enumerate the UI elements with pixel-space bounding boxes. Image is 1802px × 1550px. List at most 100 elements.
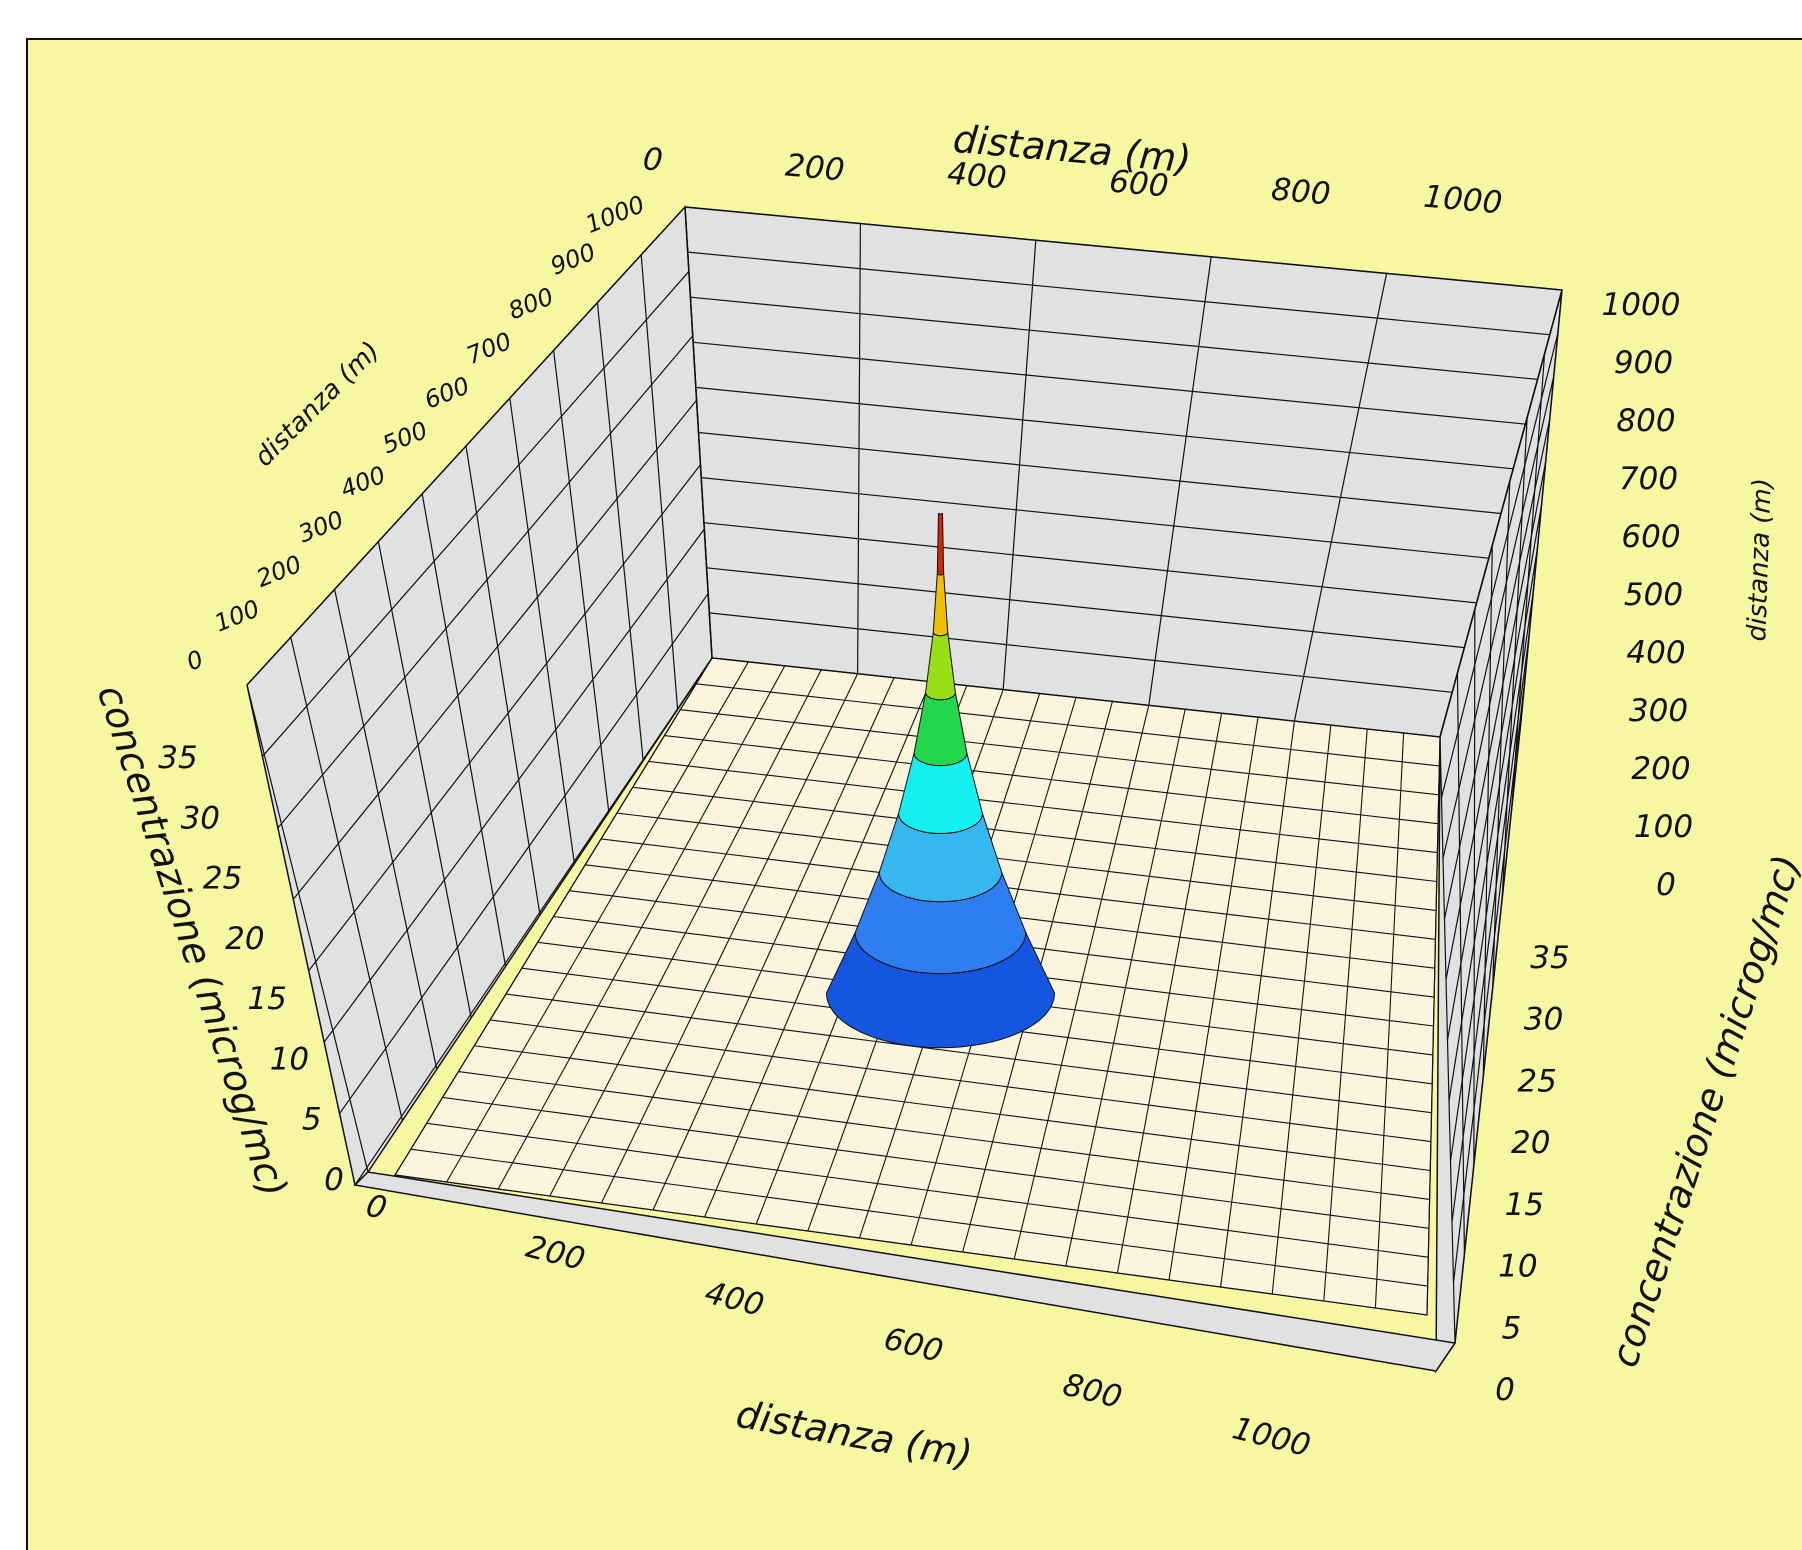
z-tick-label-left: 25 [203, 861, 242, 897]
peak-band [936, 512, 945, 576]
floor-gridline [696, 683, 1440, 767]
floor-gridline [1013, 705, 1150, 1260]
y-tick-label-left: 500 [379, 416, 432, 459]
y-tick-label-right: 0 [1656, 867, 1676, 903]
y-tick-label-left: 300 [295, 505, 348, 548]
floor-gridline [648, 760, 1438, 854]
y-tick-label-right: 200 [1631, 751, 1690, 787]
back-wall-gridline [695, 386, 1514, 470]
right-wall-gridline [1446, 505, 1543, 1041]
right-wall-gridline [1454, 720, 1522, 1344]
floor-gridline [600, 838, 1436, 940]
right-wall-gridline [1456, 673, 1466, 1255]
z-tick-label-left: 30 [181, 800, 220, 836]
z-axis-title-right: concentrazione (microg/mc) [1602, 850, 1802, 1373]
back-wall-gridline [701, 477, 1489, 559]
right-wall-gridline [1439, 289, 1563, 738]
z-tick-label-right: 30 [1524, 1002, 1563, 1038]
y-tick-label-left: 800 [505, 282, 558, 325]
right-wall-gridline [1451, 634, 1530, 1222]
z-tick-label-right: 0 [1495, 1372, 1515, 1408]
right-wall-gridline [1510, 353, 1546, 810]
floor-gridline [1426, 736, 1441, 1316]
floor-gridline [664, 735, 1439, 825]
y-tick-label-right: 1000 [1602, 287, 1681, 323]
concentration-peak [825, 512, 1055, 1049]
right-wall-gridline [1443, 419, 1551, 919]
y-tick-label-left: 200 [253, 550, 306, 593]
x-tick-label-top: 200 [784, 148, 846, 189]
back-wall-gridline [693, 341, 1526, 425]
left-wall-gridline [323, 528, 705, 1043]
right-wall-gridline [1473, 609, 1476, 1166]
z-tick-label-left: 15 [247, 981, 286, 1017]
back-wall-gridline [703, 522, 1477, 604]
back-wall-gridline [698, 431, 1502, 515]
floor-gridline [632, 786, 1437, 883]
z-tick-label-right: 5 [1502, 1310, 1522, 1346]
right-wall-gridline [1442, 376, 1555, 859]
x-tick-label-bottom: 1000 [1229, 1410, 1314, 1464]
floor-gridline [1065, 709, 1186, 1267]
left-wall-gridline [553, 350, 610, 813]
y-tick-label-right: 700 [1619, 461, 1678, 497]
x-tick-label-bottom: 800 [1059, 1367, 1125, 1416]
back-wall-gridline [1148, 256, 1212, 706]
y-tick-label-right: 500 [1624, 577, 1683, 613]
back-wall-gridline [690, 296, 1538, 380]
left-wall-gridline [261, 271, 690, 757]
left-wall-gridline [246, 206, 686, 686]
back-wall-gridline [687, 251, 1550, 336]
floor-gridline [1168, 717, 1259, 1281]
x-tick-label-top: 600 [1108, 164, 1170, 205]
y-tick-label-left: 100 [211, 594, 264, 637]
right-wall-gridline [1520, 289, 1563, 722]
y-tick-label-left: 0 [183, 645, 208, 677]
z-tick-label-left: 10 [270, 1041, 309, 1077]
floor-gridline [1220, 721, 1295, 1288]
floor-gridline [1323, 729, 1368, 1302]
left-wall-gridline [334, 589, 438, 1070]
back-wall-gridline [709, 612, 1453, 693]
x-tick-label-top: 400 [946, 156, 1008, 197]
floor-gridline [1374, 733, 1405, 1309]
x-tick-label-top: 0 [641, 141, 664, 179]
x-tick-label-top: 800 [1270, 172, 1332, 213]
x-tick-label-bottom: 200 [522, 1229, 588, 1278]
z-tick-label-left: 35 [158, 740, 197, 776]
left-wall-gridline [640, 254, 679, 710]
left-wall-gridline [421, 493, 507, 967]
y-axis-title-left: distanza (m) [249, 336, 386, 473]
x-tick-label-bottom: 400 [701, 1275, 767, 1324]
z-tick-label-left: 20 [225, 921, 264, 957]
z-tick-label-left: 5 [302, 1102, 322, 1138]
z-tick-label-right: 20 [1511, 1125, 1550, 1161]
left-wall-gridline [246, 684, 369, 1173]
right-wall-gridline [1439, 736, 1456, 1344]
y-axis-title-right: distanza (m) [1742, 478, 1778, 642]
x-tick-label-top: 1000 [1422, 179, 1504, 222]
right-wall-gridline [1449, 591, 1534, 1162]
surface-chart: 0 200 400 600 800 100002004006008001000010020… [89, 117, 1802, 1477]
left-wall-gridline [290, 637, 403, 1121]
left-wall-gridline [465, 445, 541, 916]
y-tick-label-left: 1000 [581, 190, 648, 239]
floor-gridline [1116, 713, 1223, 1274]
floor-gridline [711, 657, 1441, 738]
back-wall-gridline [1002, 240, 1037, 690]
y-tick-label-right: 900 [1614, 345, 1673, 381]
back-wall-gridline [684, 206, 1563, 291]
z-tick-label-right: 15 [1505, 1187, 1544, 1223]
x-tick-label-bottom: 600 [880, 1321, 946, 1370]
chart-walls [246, 205, 1563, 1374]
y-tick-label-left: 700 [463, 327, 516, 370]
floor-gridline [680, 709, 1439, 796]
chart-panel: 0 200 400 600 800 1000 0 200 400 600 800 1000 0 100 20… [26, 38, 1802, 1550]
floor-gridline [1271, 725, 1332, 1295]
left-wall-gridline [339, 593, 709, 1114]
z-tick-label-left: 0 [324, 1162, 344, 1198]
y-tick-label-right: 300 [1629, 693, 1688, 729]
left-wall-gridline [509, 398, 575, 864]
x-axis-title-bottom: distanza (m) [733, 1392, 976, 1477]
back-wall-gridline [856, 223, 862, 674]
